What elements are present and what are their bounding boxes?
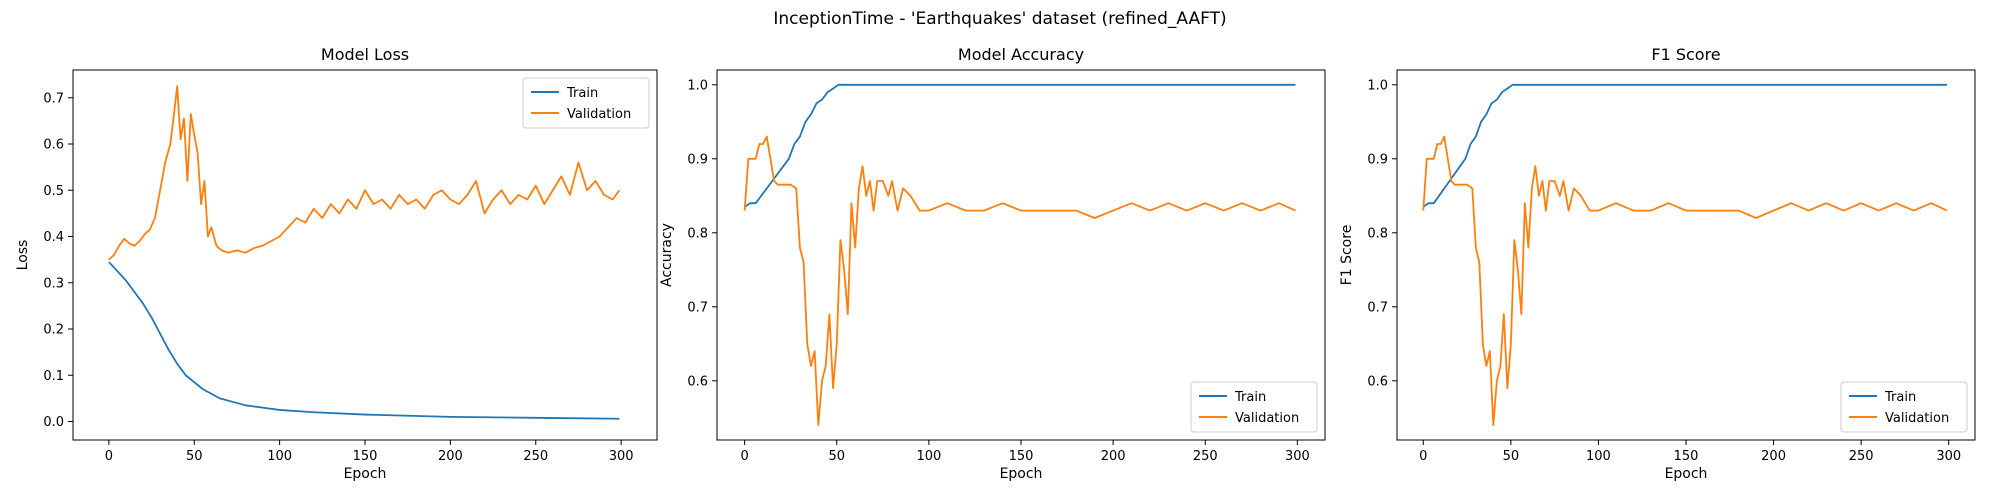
accuracy-ytick-label: 0.7 (687, 300, 708, 315)
loss-xtick-label: 50 (186, 449, 203, 464)
loss-series-train (108, 261, 620, 420)
loss-ytick-label: 0.5 (43, 184, 64, 199)
loss-ytick-label: 0.1 (43, 369, 64, 384)
loss-legend-label-validation: Validation (567, 107, 631, 122)
accuracy-xtick-label: 300 (1285, 449, 1310, 464)
f1-y-axis-label: F1 Score (1339, 225, 1355, 286)
f1-legend-box (1840, 381, 1968, 433)
f1-xtick-label: 100 (1586, 449, 1611, 464)
loss-xtick-label: 250 (523, 449, 548, 464)
f1-xtick-label: 50 (1503, 449, 1520, 464)
loss-ytick-label: 0.6 (43, 138, 64, 153)
accuracy-x-axis-label: Epoch (1000, 466, 1043, 482)
accuracy-xtick-label: 150 (1009, 449, 1034, 464)
accuracy-y-axis-label: Accuracy (659, 223, 675, 287)
accuracy-ytick-label: 0.8 (687, 226, 708, 241)
f1-legend: Train Validation (1840, 381, 1968, 433)
loss-legend-box (522, 77, 650, 129)
loss-xtick-label: 0 (105, 449, 113, 464)
f1-xtick-label: 150 (1674, 449, 1699, 464)
f1-ytick-label: 0.7 (1367, 300, 1388, 315)
accuracy-ytick-label: 0.6 (687, 374, 708, 389)
f1-legend-label-validation: Validation (1885, 411, 1949, 426)
f1-x-axis-label: Epoch (1665, 466, 1708, 482)
loss-ytick-label: 0.4 (43, 230, 64, 245)
f1-series-validation (1422, 135, 1948, 427)
f1-axes-frame (1396, 69, 1976, 441)
accuracy-series-validation (743, 135, 1296, 427)
accuracy-legend-box (1190, 381, 1318, 433)
loss-xtick-label: 150 (353, 449, 378, 464)
loss-ytick-label: 0.3 (43, 276, 64, 291)
loss-y-axis-label: Loss (15, 240, 31, 271)
accuracy-xtick-label: 250 (1193, 449, 1218, 464)
f1-legend-label-train: Train (1884, 390, 1916, 405)
accuracy-xtick-label: 100 (916, 449, 941, 464)
f1-chart-title: F1 Score (1651, 45, 1720, 64)
loss-chart-title: Model Loss (321, 45, 409, 64)
accuracy-xtick-label: 0 (740, 449, 748, 464)
loss-axes-frame (72, 69, 658, 441)
accuracy-ytick-label: 1.0 (687, 78, 708, 93)
loss-ytick-label: 0.0 (43, 415, 64, 430)
loss-xtick-label: 200 (438, 449, 463, 464)
loss-legend: Train Validation (522, 77, 650, 129)
f1-xtick-label: 300 (1936, 449, 1961, 464)
f1-ytick-label: 0.6 (1367, 374, 1388, 389)
accuracy-legend-label-train: Train (1234, 390, 1266, 405)
accuracy-ytick-label: 0.9 (687, 152, 708, 167)
panel-model-accuracy: Model Accuracy 0 50 100 150 200 250 300 0.6 0.7 0.… (659, 45, 1326, 482)
f1-ytick-label: 0.9 (1367, 152, 1388, 167)
loss-xtick-label: 300 (609, 449, 634, 464)
accuracy-chart-title: Model Accuracy (958, 45, 1084, 64)
f1-ytick-label: 0.8 (1367, 226, 1388, 241)
f1-series-train (1422, 83, 1947, 208)
accuracy-xtick-label: 200 (1101, 449, 1126, 464)
loss-legend-label-train: Train (566, 86, 598, 101)
loss-ytick-label: 0.2 (43, 323, 64, 338)
loss-x-axis-label: Epoch (344, 466, 387, 482)
accuracy-axes-frame (716, 69, 1326, 441)
panel-model-loss: Model Loss 0 50 100 150 200 250 300 0.0 0.1 0.2 0.3… (15, 45, 658, 482)
accuracy-legend: Train Validation (1190, 381, 1318, 433)
f1-xtick-label: 200 (1761, 449, 1786, 464)
panel-f1-score: F1 Score 0 50 100 150 200 250 300 0.6 0.7 0.8 0.9 1.… (1339, 45, 1976, 482)
f1-xtick-label: 250 (1849, 449, 1874, 464)
figure-title: InceptionTime - 'Earthquakes' dataset (r… (773, 9, 1226, 29)
loss-ytick-label: 0.7 (43, 91, 64, 106)
f1-ytick-label: 1.0 (1367, 78, 1388, 93)
f1-xtick-label: 0 (1419, 449, 1427, 464)
accuracy-xtick-label: 50 (828, 449, 845, 464)
accuracy-legend-label-validation: Validation (1235, 411, 1299, 426)
loss-series-validation (108, 85, 621, 261)
loss-xtick-label: 100 (267, 449, 292, 464)
accuracy-series-train (744, 83, 1296, 208)
